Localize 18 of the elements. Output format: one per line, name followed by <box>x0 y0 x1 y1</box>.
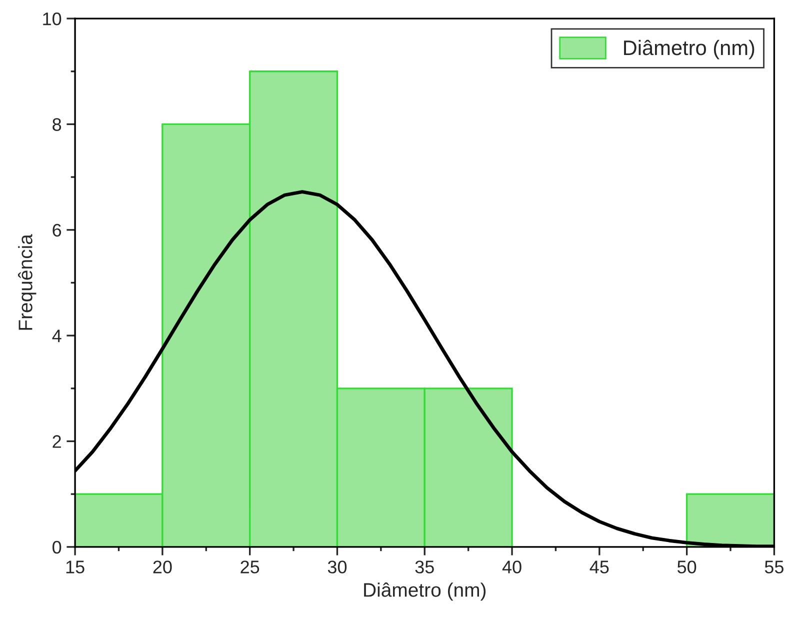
y-tick-label: 0 <box>52 540 62 554</box>
x-tick-label: 45 <box>590 560 609 574</box>
x-tick-label: 15 <box>66 560 84 574</box>
y-axis-title: Frequência <box>18 234 36 330</box>
y-tick-label: 6 <box>52 224 62 237</box>
legend-label: Diâmetro (nm) <box>624 40 754 60</box>
y-tick-label: 8 <box>52 118 62 131</box>
y-tick-label: 10 <box>43 12 62 26</box>
x-axis-title: Diâmetro (nm) <box>364 582 486 601</box>
x-tick-label: 35 <box>415 560 434 574</box>
x-tick-label: 50 <box>677 560 696 574</box>
y-tick-label: 4 <box>52 330 62 342</box>
y-tick-label: 2 <box>52 435 61 448</box>
x-tick-label: 20 <box>153 560 172 574</box>
x-tick-label: 30 <box>328 560 347 574</box>
x-tick-label: 55 <box>764 560 784 574</box>
x-tick-label: 25 <box>240 560 260 574</box>
x-tick-label: 40 <box>502 560 522 574</box>
